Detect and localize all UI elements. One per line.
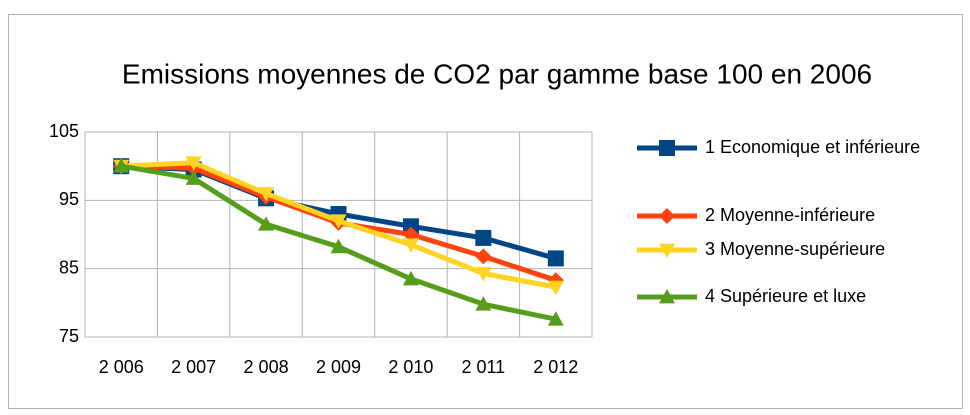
data-point	[113, 158, 130, 173]
legend-marker	[659, 243, 675, 258]
x-tick-label: 2 007	[171, 357, 216, 377]
data-point	[547, 250, 564, 267]
legend-marker	[659, 208, 675, 224]
legend-label: 4 Supérieure et luxe	[705, 286, 866, 306]
data-point	[402, 218, 419, 235]
legend-marker	[659, 289, 675, 304]
legend-label: 2 Moyenne-inférieure	[705, 205, 875, 225]
data-point	[402, 270, 419, 286]
legend-label: 1 Economique et inférieure	[705, 137, 920, 157]
data-point	[475, 267, 492, 282]
data-point	[330, 238, 347, 254]
data-point	[185, 170, 202, 185]
x-tick-label: 2 010	[388, 357, 433, 377]
x-tick-label: 2 006	[99, 357, 144, 377]
data-point	[258, 216, 275, 231]
data-point	[185, 156, 202, 171]
y-tick-label: 85	[59, 257, 79, 277]
data-point	[330, 214, 347, 229]
x-tick-label: 2 012	[533, 357, 578, 377]
data-point	[258, 187, 275, 202]
x-tick-label: 2 008	[244, 357, 289, 377]
data-point	[547, 280, 564, 296]
data-point	[402, 238, 419, 253]
legend-marker	[659, 140, 675, 156]
y-tick-label: 95	[59, 189, 79, 209]
chart-title: Emissions moyennes de CO2 par gamme base…	[122, 58, 872, 89]
y-tick-label: 105	[49, 121, 79, 141]
legend-label: 3 Moyenne-supérieure	[705, 239, 885, 259]
data-point	[547, 311, 564, 326]
y-tick-label: 75	[59, 326, 79, 346]
data-point	[475, 229, 492, 246]
data-point	[475, 248, 492, 265]
x-tick-label: 2 009	[316, 357, 361, 377]
x-tick-label: 2 011	[461, 357, 505, 377]
data-point	[475, 296, 492, 311]
chart-frame	[8, 14, 963, 409]
